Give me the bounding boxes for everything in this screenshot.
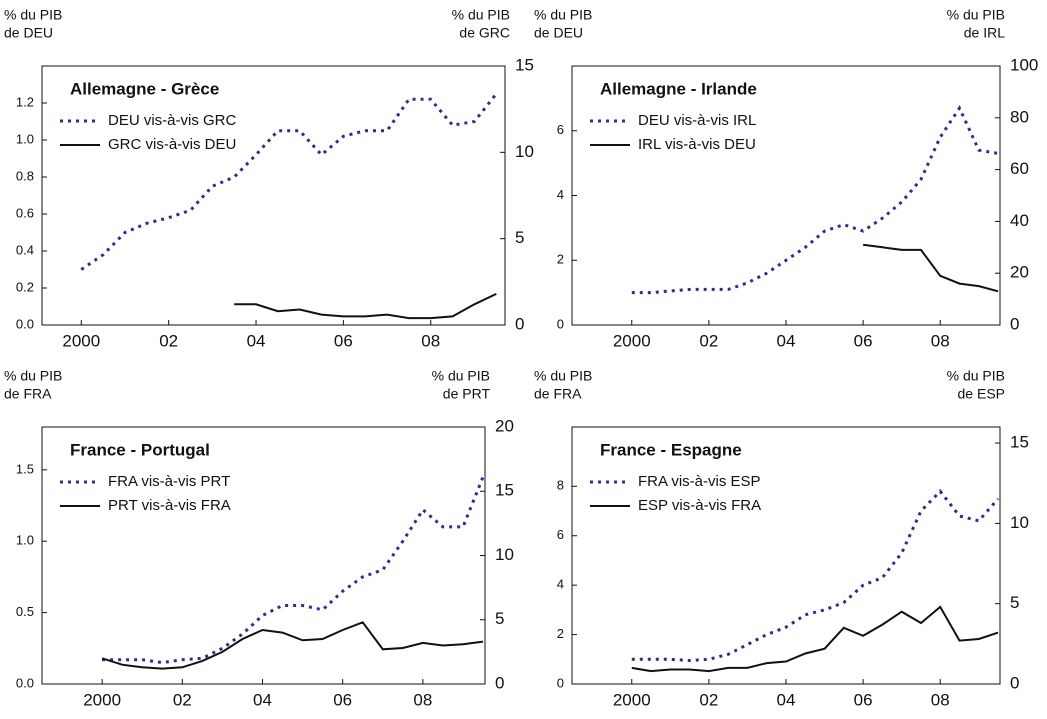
y2-tick-label: 40: [1010, 211, 1029, 230]
y-tick-label: 4: [557, 187, 564, 202]
y2-axis-label: de IRL: [964, 25, 1005, 41]
plot-frame: [41, 426, 486, 685]
y2-tick-label: 15: [495, 481, 514, 500]
y-tick-label: 0.4: [16, 242, 34, 257]
legend-label: FRA vis-à-vis PRT: [108, 473, 230, 490]
series-line: [631, 605, 999, 673]
x-tick-label: 02: [699, 331, 718, 350]
legend-label: PRT vis-à-vis FRA: [108, 497, 231, 514]
y-tick-label: 0.0: [16, 675, 34, 690]
x-tick-label: 04: [777, 690, 796, 709]
y-tick-label: 4: [557, 577, 564, 592]
y-tick-label: 0: [557, 675, 564, 690]
y2-tick-label: 5: [1010, 593, 1019, 612]
x-tick-label: 04: [253, 690, 272, 709]
y-tick-label: 2: [557, 252, 564, 267]
y-axis-label: % du PIB: [4, 368, 62, 384]
x-tick-label: 08: [931, 690, 950, 709]
y-tick-label: 1.5: [16, 461, 34, 476]
y-tick-label: 8: [557, 478, 564, 493]
series-line: [631, 489, 1000, 663]
series-line: [101, 621, 484, 670]
y2-tick-label: 80: [1010, 107, 1029, 126]
series-line: [80, 92, 498, 271]
x-tick-label: 08: [413, 690, 432, 709]
x-tick-label: 08: [421, 331, 440, 350]
legend-label: IRL vis-à-vis DEU: [638, 136, 756, 153]
y2-tick-label: 10: [1010, 513, 1029, 532]
series-line: [102, 476, 485, 665]
y2-axis-label: % du PIB: [432, 368, 490, 384]
panel-title: France - Portugal: [70, 440, 210, 459]
x-tick-label: 02: [159, 331, 178, 350]
y2-axis-label: de PRT: [443, 386, 491, 402]
series-line: [234, 292, 497, 320]
legend-label: DEU vis-à-vis GRC: [108, 112, 237, 129]
x-tick-label: 06: [854, 690, 873, 709]
legend-label: GRC vis-à-vis DEU: [108, 136, 236, 153]
x-tick-label: 02: [173, 690, 192, 709]
x-tick-label: 06: [334, 331, 353, 350]
x-tick-label: 04: [777, 331, 796, 350]
y-tick-label: 1.2: [16, 94, 34, 109]
y2-tick-label: 20: [495, 416, 514, 435]
plot-frame: [571, 426, 1001, 685]
y2-axis-label: de GRC: [459, 25, 510, 41]
x-tick-label: 02: [699, 690, 718, 709]
y-tick-label: 2: [557, 626, 564, 641]
y2-tick-label: 0: [515, 314, 524, 333]
legend-label: ESP vis-à-vis FRA: [638, 497, 761, 514]
y-tick-label: 0.8: [16, 168, 34, 183]
y2-tick-label: 60: [1010, 159, 1029, 178]
plot-frame: [571, 65, 1001, 326]
y2-tick-label: 15: [515, 55, 534, 74]
y2-tick-label: 10: [515, 142, 534, 161]
y2-axis-label: de ESP: [958, 386, 1005, 402]
y2-tick-label: 5: [515, 228, 524, 247]
y-tick-label: 0: [557, 316, 564, 331]
y-axis-label: % du PIB: [534, 368, 592, 384]
panel-title: Allemagne - Grèce: [70, 79, 219, 98]
y-tick-label: 0.6: [16, 205, 34, 220]
y2-tick-label: 0: [1010, 314, 1019, 333]
y-axis-label: de FRA: [4, 386, 52, 402]
y-tick-label: 6: [557, 122, 564, 137]
series-line: [862, 243, 999, 293]
y2-tick-label: 0: [495, 673, 504, 692]
panel-title: France - Espagne: [600, 440, 742, 459]
y2-tick-label: 0: [1010, 673, 1019, 692]
y2-axis-label: % du PIB: [452, 7, 510, 23]
x-tick-label: 04: [247, 331, 266, 350]
y-axis-label: de DEU: [534, 25, 583, 41]
y-tick-label: 0.2: [16, 279, 34, 294]
plot-frame: [41, 65, 506, 326]
y2-axis-label: % du PIB: [947, 7, 1005, 23]
legend-label: DEU vis-à-vis IRL: [638, 112, 756, 129]
y2-tick-label: 10: [495, 545, 514, 564]
x-tick-label: 06: [854, 331, 873, 350]
y-tick-label: 1.0: [16, 533, 34, 548]
y-tick-label: 1.0: [16, 131, 34, 146]
x-tick-label: 2000: [62, 331, 100, 350]
x-tick-label: 08: [931, 331, 950, 350]
x-tick-label: 2000: [83, 690, 121, 709]
y-tick-label: 0.5: [16, 604, 34, 619]
x-tick-label: 2000: [613, 331, 651, 350]
y-axis-label: % du PIB: [4, 7, 62, 23]
y2-tick-label: 20: [1010, 263, 1029, 282]
x-tick-label: 2000: [613, 690, 651, 709]
y-tick-label: 0.0: [16, 316, 34, 331]
y-axis-label: de DEU: [4, 25, 53, 41]
y2-tick-label: 100: [1010, 55, 1038, 74]
y-tick-label: 6: [557, 527, 564, 542]
y2-axis-label: % du PIB: [947, 368, 1005, 384]
y2-tick-label: 15: [1010, 433, 1029, 452]
y-axis-label: % du PIB: [534, 7, 592, 23]
panel-title: Allemagne - Irlande: [600, 79, 757, 98]
x-tick-label: 06: [333, 690, 352, 709]
y2-tick-label: 5: [495, 609, 504, 628]
legend-label: FRA vis-à-vis ESP: [638, 473, 761, 490]
y-axis-label: de FRA: [534, 386, 582, 402]
